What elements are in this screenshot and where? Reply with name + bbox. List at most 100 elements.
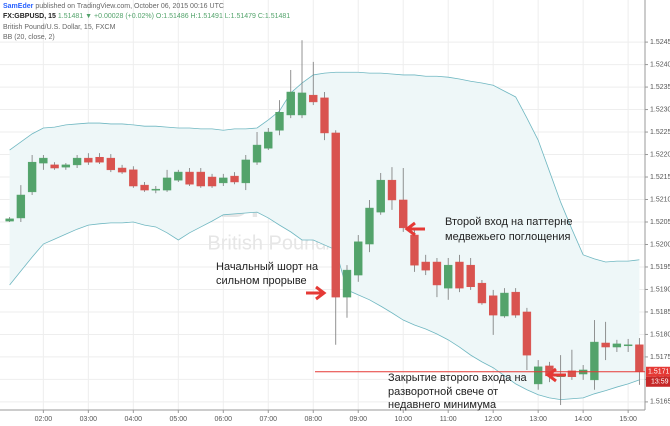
candle-body bbox=[365, 207, 374, 245]
candle-body bbox=[241, 159, 250, 184]
annotation-line: Начальный шорт на bbox=[216, 261, 319, 273]
candle-body bbox=[432, 261, 442, 286]
candle-body bbox=[444, 264, 453, 289]
annotation-line: Второй вход на паттерне bbox=[445, 216, 572, 228]
band-fill bbox=[9, 72, 640, 400]
candle-body bbox=[117, 167, 127, 173]
candle-body bbox=[207, 176, 217, 187]
candle-body bbox=[252, 144, 262, 163]
x-tick-label: 14:00 bbox=[574, 416, 592, 423]
last: 1.51481 bbox=[58, 13, 83, 20]
candle-body bbox=[488, 295, 498, 316]
price-badge bbox=[646, 366, 670, 377]
arrow bbox=[404, 221, 425, 237]
candle-body bbox=[196, 171, 205, 187]
candle-body bbox=[264, 131, 273, 149]
candle-body bbox=[230, 175, 239, 183]
quote-line: FX:GBPUSD, 15 1.51481 ▼ +0.00028 (+0.02%… bbox=[3, 13, 290, 20]
y-tick-label: 1.51750 bbox=[650, 354, 670, 361]
candle-body bbox=[39, 157, 48, 164]
direction: ▼ bbox=[85, 13, 92, 20]
countdown-badge bbox=[646, 376, 670, 387]
y-tick-label: 1.52150 bbox=[650, 174, 670, 181]
candle-body bbox=[410, 234, 419, 266]
y-tick-label: 1.52200 bbox=[650, 151, 670, 158]
candle-body bbox=[590, 341, 599, 381]
candle-body bbox=[286, 91, 295, 116]
x-tick-label: 07:00 bbox=[260, 416, 278, 423]
x-tick-label: 15:00 bbox=[619, 416, 637, 423]
x-tick-label: 13:00 bbox=[529, 416, 547, 423]
annotation-line: сильном прорыве bbox=[216, 275, 307, 287]
x-tick-label: 11:00 bbox=[440, 416, 457, 423]
candle-body bbox=[174, 171, 183, 181]
published: published on TradingView.com, October 06… bbox=[35, 3, 224, 10]
candle-body bbox=[84, 157, 93, 163]
candle-body bbox=[140, 184, 149, 191]
candle-body bbox=[623, 344, 633, 347]
candle-body bbox=[342, 269, 352, 298]
y-tick-label: 1.52400 bbox=[650, 61, 670, 68]
candle-body bbox=[106, 157, 116, 171]
header-line: SamEder published on TradingView.com, Oc… bbox=[3, 3, 224, 10]
x-tick-label: 09:00 bbox=[349, 416, 367, 423]
candle-body bbox=[50, 164, 59, 169]
arrow bbox=[545, 367, 566, 383]
arrow bbox=[306, 285, 327, 301]
candle-body bbox=[455, 261, 464, 289]
candle-body bbox=[72, 157, 82, 166]
candle-body bbox=[16, 194, 26, 219]
x-tick-label: 10:00 bbox=[394, 416, 412, 423]
candle-body bbox=[354, 241, 363, 276]
y-tick-label: 1.51800 bbox=[650, 331, 670, 338]
y-tick-label: 1.51850 bbox=[650, 309, 670, 316]
candle-body bbox=[612, 343, 622, 348]
countdown-label: 13:59 bbox=[651, 379, 669, 386]
candle-body bbox=[387, 179, 397, 201]
y-tick-label: 1.52050 bbox=[650, 219, 670, 226]
candle-body bbox=[275, 112, 284, 131]
candle-body bbox=[466, 264, 475, 288]
change: +0.00028 (+0.02%) bbox=[94, 13, 154, 20]
x-tick-label: 08:00 bbox=[304, 416, 322, 423]
symbol: FX:GBPUSD, 15 bbox=[3, 13, 56, 20]
candle-body bbox=[635, 344, 644, 373]
y-tick-label: 1.51950 bbox=[650, 264, 670, 271]
candle-body bbox=[5, 218, 14, 222]
candle-body bbox=[27, 161, 37, 193]
instrument: British Pound/U.S. Dollar, 15, FXCM bbox=[3, 24, 116, 31]
author: SamEder bbox=[3, 3, 34, 10]
y-tick-label: 1.51650 bbox=[650, 399, 670, 406]
overlay: SamEder published on TradingView.com, Oc… bbox=[3, 3, 572, 411]
candle-body bbox=[129, 169, 138, 187]
candle-body bbox=[477, 282, 487, 304]
x-tick-label: 06:00 bbox=[215, 416, 233, 423]
candle-body bbox=[219, 177, 228, 184]
candle-body bbox=[151, 188, 161, 191]
annotation-line: недавнего минимума bbox=[388, 399, 497, 411]
candle-body bbox=[61, 164, 71, 168]
x-tick-label: 04:00 bbox=[125, 416, 143, 423]
band-line bbox=[9, 211, 640, 401]
candle-body bbox=[320, 97, 329, 134]
candle-body bbox=[297, 92, 307, 116]
price-badge-label: 1.51717 bbox=[648, 369, 670, 376]
x-tick-label: 02:00 bbox=[35, 416, 53, 423]
band-line bbox=[9, 71, 640, 263]
candle-body bbox=[331, 132, 340, 298]
ohlc: O:1.51486 H:1.51491 L:1.51479 C:1.51481 bbox=[156, 13, 290, 20]
candle-body bbox=[500, 292, 509, 317]
candle-body bbox=[309, 94, 318, 103]
y-tick-label: 1.52350 bbox=[650, 84, 670, 91]
y-tick-label: 1.52100 bbox=[650, 196, 670, 203]
y-tick-label: 1.52300 bbox=[650, 106, 670, 113]
candle-body bbox=[185, 171, 194, 185]
candle-body bbox=[399, 199, 408, 229]
y-tick-label: 1.52250 bbox=[650, 129, 670, 136]
candle-body bbox=[376, 179, 385, 213]
y-tick-label: 1.51900 bbox=[650, 286, 670, 293]
candle-body bbox=[511, 291, 520, 316]
